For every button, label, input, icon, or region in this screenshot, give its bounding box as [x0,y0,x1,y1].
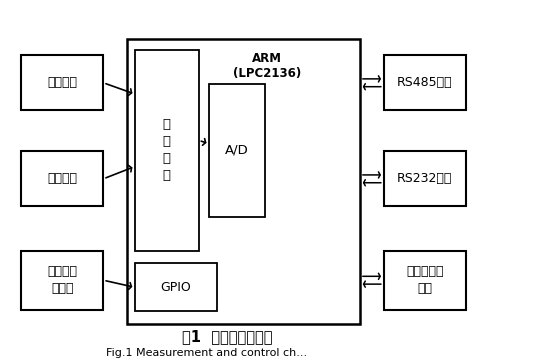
Text: 电压接口: 电压接口 [48,172,77,185]
Bar [21,55,103,110]
Text: 开关量输
入接口: 开关量输 入接口 [48,265,77,295]
Text: ARM
(LPC2136): ARM (LPC2136) [233,52,301,79]
Text: GPIO: GPIO [161,281,192,294]
Bar [135,50,199,251]
Text: 开关量输出
接口: 开关量输出 接口 [406,265,443,295]
Text: RS485接口: RS485接口 [397,76,453,89]
Text: Fig.1 Measurement and control ch...: Fig.1 Measurement and control ch... [106,348,307,358]
Text: A/D: A/D [225,144,249,157]
Text: 图1  测控模块功能图: 图1 测控模块功能图 [183,329,273,344]
Bar [384,251,466,310]
Bar [21,251,103,310]
Bar [384,151,466,207]
Bar [209,83,265,217]
Text: 多
路
开
关: 多 路 开 关 [163,118,171,182]
Bar [127,39,360,324]
Bar [384,55,466,110]
Bar [21,151,103,207]
Bar [135,263,217,311]
Text: RS232接口: RS232接口 [397,172,453,185]
Text: 电流接口: 电流接口 [48,76,77,89]
